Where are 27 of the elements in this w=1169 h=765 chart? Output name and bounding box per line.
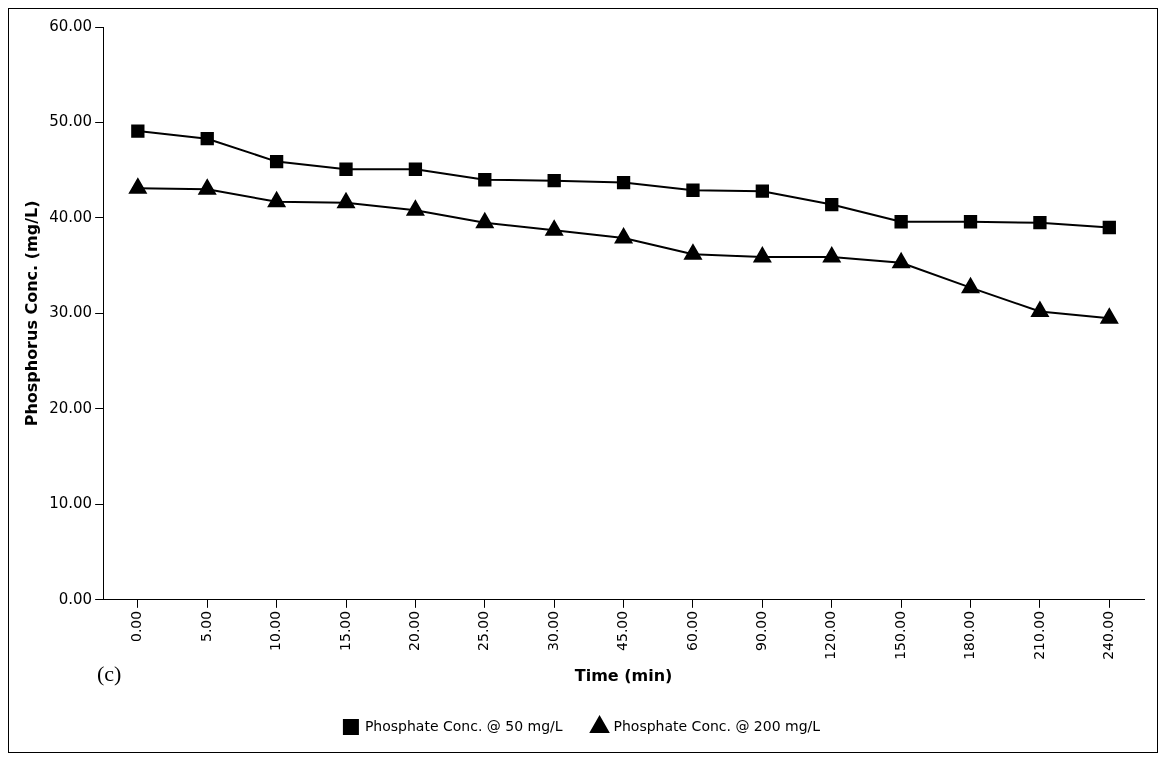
x-tick-label: 180.00 bbox=[961, 610, 978, 660]
y-tick-label: 60.00 bbox=[49, 16, 93, 35]
y-tick-label: 30.00 bbox=[49, 303, 93, 322]
text: (c) bbox=[97, 661, 122, 687]
legend-label: Phosphate Conc. @ 200 mg/L bbox=[613, 717, 821, 734]
y-tick-label: 0.00 bbox=[58, 589, 93, 608]
x-axis-title: Time (min) bbox=[574, 665, 673, 685]
y-tick-label: 20.00 bbox=[49, 398, 93, 417]
x-tick-label: 150.00 bbox=[891, 610, 908, 660]
x-tick-label: 15.00 bbox=[336, 610, 353, 651]
y-tick-label: 40.00 bbox=[49, 207, 93, 226]
x-tick-label: 0.00 bbox=[128, 610, 145, 642]
x-tick-label: 45.00 bbox=[614, 610, 631, 651]
x-tick-label: 120.00 bbox=[822, 610, 839, 660]
x-tick-label: 90.00 bbox=[752, 610, 769, 651]
x-tick-label: 210.00 bbox=[1030, 610, 1047, 660]
x-tick-label: 10.00 bbox=[267, 610, 284, 651]
x-tick-label: 20.00 bbox=[406, 610, 423, 651]
y-tick-label: 50.00 bbox=[49, 112, 93, 131]
y-tick-label: 10.00 bbox=[49, 494, 93, 513]
x-tick-label: 60.00 bbox=[683, 610, 700, 651]
x-tick-label: 30.00 bbox=[544, 610, 561, 651]
x-tick-label: 25.00 bbox=[475, 610, 492, 651]
legend-label: Phosphate Conc. @ 50 mg/L bbox=[364, 717, 563, 734]
y-axis-title: Phosphorus Conc. (mg/L) bbox=[21, 200, 41, 427]
x-tick-label: 5.00 bbox=[197, 610, 214, 642]
x-tick-label: 240.00 bbox=[1099, 610, 1116, 660]
